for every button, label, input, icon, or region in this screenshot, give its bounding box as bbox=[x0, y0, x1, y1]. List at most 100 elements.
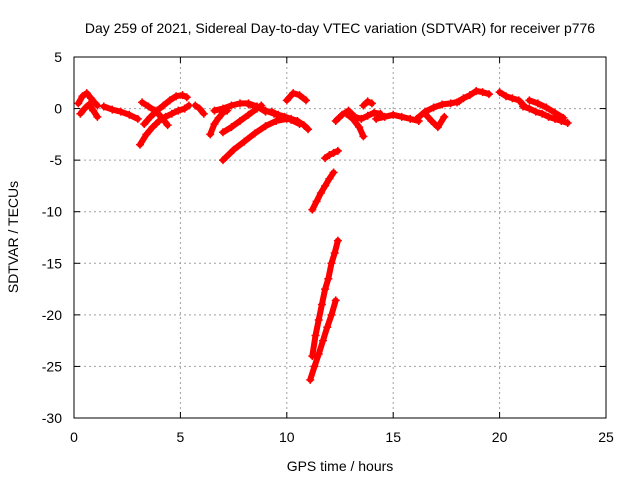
data-point bbox=[531, 107, 540, 116]
data-point bbox=[314, 316, 323, 325]
data-point bbox=[235, 99, 244, 108]
data-point bbox=[465, 91, 474, 100]
data-point bbox=[210, 120, 219, 129]
series-arc-04 bbox=[135, 101, 193, 149]
data-point bbox=[93, 101, 102, 110]
data-point bbox=[195, 104, 204, 113]
data-point bbox=[182, 93, 191, 102]
x-tick-label: 20 bbox=[492, 429, 508, 445]
data-point bbox=[550, 108, 559, 117]
data-point bbox=[99, 102, 108, 111]
series-band bbox=[322, 147, 341, 162]
data-point bbox=[325, 150, 334, 159]
series-band bbox=[422, 110, 448, 131]
data-point bbox=[250, 129, 259, 138]
data-point bbox=[367, 99, 376, 108]
data-point bbox=[84, 100, 93, 109]
data-point bbox=[304, 125, 313, 134]
data-point bbox=[438, 100, 447, 109]
data-point bbox=[389, 110, 398, 119]
data-point bbox=[363, 97, 372, 106]
data-point bbox=[317, 300, 326, 309]
data-point bbox=[125, 110, 134, 119]
data-point bbox=[359, 132, 368, 141]
data-point bbox=[324, 274, 333, 283]
data-point bbox=[330, 248, 339, 257]
y-tick-labels: -30 -25 -20 -15 -10 -5 0 5 bbox=[42, 49, 62, 426]
y-tick-label: -5 bbox=[50, 152, 63, 168]
data-point bbox=[484, 90, 493, 99]
series-arc-06 bbox=[138, 98, 172, 130]
data-point bbox=[199, 109, 208, 118]
data-point bbox=[478, 88, 487, 97]
data-point bbox=[323, 323, 332, 332]
data-point bbox=[421, 109, 430, 118]
data-point bbox=[525, 104, 534, 113]
data-point bbox=[157, 112, 166, 121]
data-point bbox=[150, 106, 159, 115]
series-arc-27 bbox=[519, 102, 572, 128]
data-point bbox=[453, 98, 462, 107]
y-tick-label: -30 bbox=[42, 410, 62, 426]
data-point bbox=[89, 106, 98, 115]
series-arc-16 bbox=[308, 168, 338, 214]
data-point bbox=[348, 114, 357, 123]
x-axis-title: GPS time / hours bbox=[287, 458, 394, 474]
data-point bbox=[538, 109, 547, 118]
data-point bbox=[227, 123, 236, 132]
series-arc-22 bbox=[372, 110, 423, 125]
data-point bbox=[135, 140, 144, 149]
data-point bbox=[329, 168, 338, 177]
data-point bbox=[472, 87, 481, 96]
x-tick-labels: 0 5 10 15 20 25 bbox=[70, 429, 614, 445]
data-point bbox=[314, 350, 323, 359]
data-point bbox=[370, 108, 379, 117]
data-point bbox=[218, 104, 227, 113]
data-point bbox=[321, 154, 330, 163]
data-point bbox=[174, 106, 183, 115]
data-point bbox=[87, 94, 96, 103]
data-point bbox=[559, 113, 568, 122]
x-tick-label: 15 bbox=[385, 429, 401, 445]
data-point bbox=[508, 94, 517, 103]
data-point bbox=[327, 310, 336, 319]
y-tick-label: -20 bbox=[42, 307, 62, 323]
data-point bbox=[167, 109, 176, 118]
series-band bbox=[343, 110, 367, 140]
data-points bbox=[74, 87, 572, 384]
data-point bbox=[240, 137, 249, 146]
data-point bbox=[78, 92, 87, 101]
series-arc-20 bbox=[342, 109, 368, 141]
axis-ticks bbox=[73, 56, 607, 419]
data-point bbox=[525, 96, 534, 105]
data-point bbox=[159, 101, 168, 110]
data-point bbox=[227, 101, 236, 110]
data-point bbox=[180, 104, 189, 113]
series-arc-05 bbox=[140, 91, 191, 129]
series-arc-21 bbox=[359, 97, 376, 110]
data-point bbox=[321, 285, 330, 294]
data-point bbox=[163, 121, 172, 130]
x-tick-label: 10 bbox=[279, 429, 295, 445]
data-point bbox=[495, 88, 504, 97]
data-point bbox=[116, 107, 125, 116]
series-arc-17 bbox=[308, 236, 342, 361]
chart-title: Day 259 of 2021, Sidereal Day-to-day VTE… bbox=[85, 20, 595, 36]
data-point bbox=[301, 96, 310, 105]
series-arc-25 bbox=[453, 87, 493, 107]
data-point bbox=[542, 103, 551, 112]
data-point bbox=[218, 128, 227, 137]
y-tick-label: -15 bbox=[42, 255, 62, 271]
data-point bbox=[544, 112, 553, 121]
series-arc-02 bbox=[76, 100, 102, 121]
series-band bbox=[283, 90, 309, 104]
data-point bbox=[446, 99, 455, 108]
series-arc-28 bbox=[525, 96, 568, 122]
data-point bbox=[138, 98, 147, 107]
data-point bbox=[333, 146, 342, 155]
data-point bbox=[357, 114, 366, 123]
data-point bbox=[359, 101, 368, 110]
data-point bbox=[287, 114, 296, 123]
